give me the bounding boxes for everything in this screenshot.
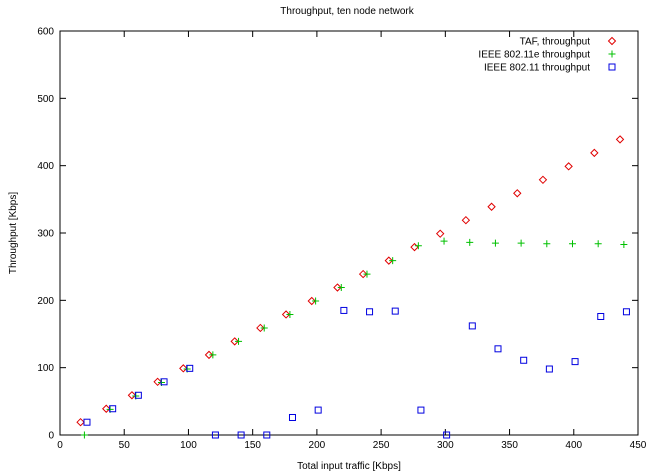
data-point-plus xyxy=(337,284,345,292)
data-point-plus xyxy=(594,240,602,248)
legend-label: IEEE 802.11e throughput xyxy=(478,50,590,61)
x-axis: 0 50 100 150 200 250 300 350 400 450 xyxy=(57,31,647,451)
y-tick-label: 500 xyxy=(37,94,54,105)
data-point-square xyxy=(134,391,142,399)
data-point-square xyxy=(366,308,374,316)
legend-label: IEEE 802.11 throughput xyxy=(484,63,590,74)
data-point-diamond xyxy=(204,350,214,360)
data-point-square xyxy=(622,308,630,316)
plot-frame xyxy=(59,30,639,436)
data-point-plus xyxy=(543,240,551,248)
y-tick-label: 600 xyxy=(37,27,54,38)
data-point-square xyxy=(211,431,219,439)
legend-marker-plus xyxy=(608,50,616,58)
x-tick-label: 100 xyxy=(180,440,197,451)
data-point-plus xyxy=(235,337,243,345)
data-point-square xyxy=(494,345,502,353)
data-point-square xyxy=(545,365,553,373)
data-point-diamond xyxy=(307,296,316,306)
y-axis-title: Throughput [Kbps] xyxy=(8,192,19,274)
data-point-square xyxy=(417,406,425,414)
data-point-square xyxy=(160,378,168,386)
series-diamond xyxy=(76,135,625,427)
data-point-square xyxy=(237,431,245,439)
data-point-plus xyxy=(260,324,268,332)
data-point-diamond xyxy=(76,417,85,427)
x-tick-label: 200 xyxy=(309,440,326,451)
legend-label: TAF, throughput xyxy=(520,37,591,48)
legend: TAF, throughput IEEE 802.11e throughput IE… xyxy=(478,36,617,74)
legend-marker-square xyxy=(608,63,616,71)
data-point-square xyxy=(263,431,271,439)
x-tick-label: 300 xyxy=(437,440,454,451)
data-point-diamond xyxy=(358,269,368,279)
x-tick-label: 0 xyxy=(57,440,63,451)
data-point-diamond xyxy=(615,135,625,144)
data-point-plus xyxy=(517,239,525,247)
data-point-plus xyxy=(312,297,320,305)
data-point-diamond xyxy=(127,391,137,400)
y-tick-label: 300 xyxy=(37,229,54,240)
data-point-plus xyxy=(286,310,294,318)
data-point-diamond xyxy=(281,310,291,319)
data-point-diamond xyxy=(538,175,548,185)
data-point-plus xyxy=(466,238,474,246)
data-point-plus xyxy=(363,270,371,278)
chart-title: Throughput, ten node network xyxy=(280,6,414,17)
y-tick-label: 0 xyxy=(48,431,54,442)
data-point-square xyxy=(468,322,476,330)
data-point-square xyxy=(186,364,194,372)
x-axis-title: Total input traffic [Kbps] xyxy=(297,461,401,472)
data-point-diamond xyxy=(590,148,599,158)
series-square xyxy=(83,306,630,439)
data-point-diamond xyxy=(564,162,573,171)
data-point-diamond xyxy=(487,202,496,211)
data-point-square xyxy=(391,307,399,315)
data-point-plus xyxy=(389,257,397,265)
x-tick-label: 50 xyxy=(119,440,131,451)
data-point-square xyxy=(520,356,528,364)
data-point-diamond xyxy=(384,256,394,265)
data-point-diamond xyxy=(410,242,419,252)
data-point-diamond xyxy=(179,364,188,373)
x-tick-label: 400 xyxy=(565,440,582,451)
data-point-square xyxy=(288,413,296,421)
data-point-diamond xyxy=(461,215,471,225)
y-axis: 0 100 200 300 400 500 600 xyxy=(37,27,638,442)
y-tick-label: 400 xyxy=(37,161,54,172)
data-point-square xyxy=(314,406,322,414)
data-point-plus xyxy=(568,240,576,248)
data-point-plus xyxy=(440,237,448,245)
data-point-plus xyxy=(491,239,499,247)
data-point-plus xyxy=(80,431,88,439)
data-point-plus xyxy=(414,242,422,250)
series-plus xyxy=(80,237,628,439)
data-point-diamond xyxy=(153,377,162,387)
data-point-square xyxy=(443,431,451,439)
data-point-square xyxy=(340,306,348,314)
x-tick-label: 250 xyxy=(373,440,390,451)
data-point-diamond xyxy=(513,189,522,198)
x-tick-label: 350 xyxy=(501,440,518,451)
data-point-square xyxy=(109,405,117,413)
data-point-diamond xyxy=(230,337,239,346)
y-tick-label: 200 xyxy=(37,296,54,307)
data-point-square xyxy=(571,358,579,366)
x-tick-label: 150 xyxy=(244,440,261,451)
y-tick-label: 100 xyxy=(37,363,54,374)
x-tick-label: 450 xyxy=(630,440,647,451)
data-point-square xyxy=(597,312,605,320)
data-point-plus xyxy=(620,240,628,248)
data-point-diamond xyxy=(333,283,342,292)
data-point-diamond xyxy=(435,229,445,238)
data-point-plus xyxy=(209,351,217,359)
data-point-diamond xyxy=(102,404,111,413)
data-point-square xyxy=(83,418,91,426)
legend-marker-diamond xyxy=(607,36,617,46)
data-points xyxy=(76,135,630,439)
data-point-diamond xyxy=(256,323,265,333)
